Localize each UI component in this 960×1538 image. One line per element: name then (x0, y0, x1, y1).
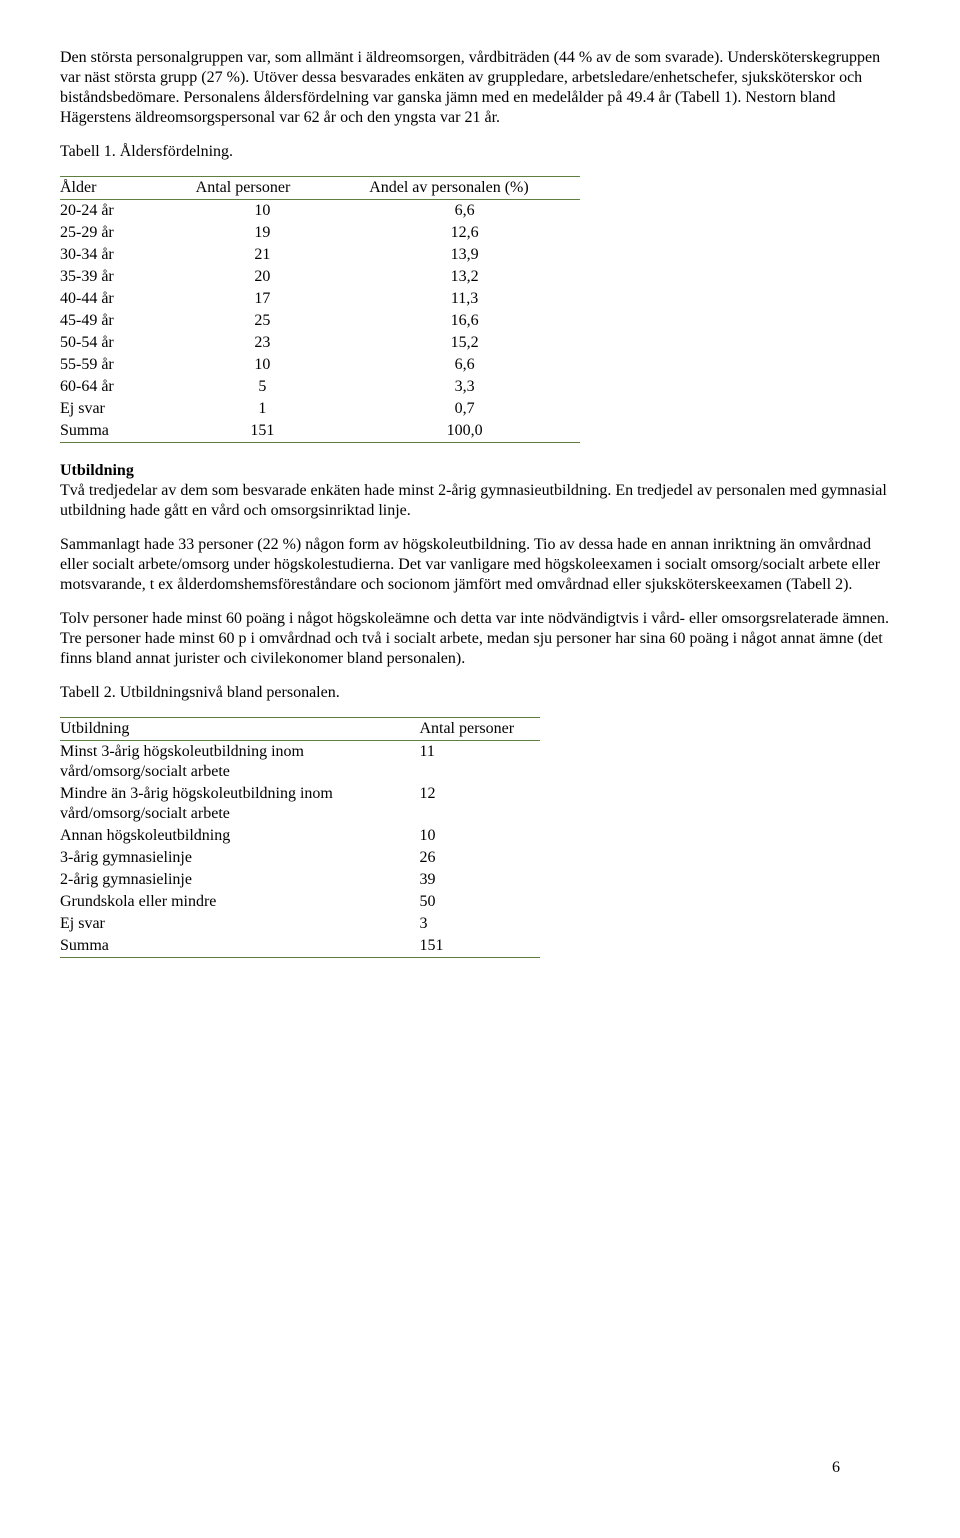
table-cell: 50 (411, 891, 540, 913)
table-cell: 3,3 (349, 376, 580, 398)
table-row: Ej svar10,7 (60, 398, 580, 420)
table1-caption: Tabell 1. Åldersfördelning. (60, 142, 900, 162)
table-cell: 13,9 (349, 244, 580, 266)
table-row: 45-49 år2516,6 (60, 310, 580, 332)
table-cell: 151 (411, 935, 540, 958)
table-row: 30-34 år2113,9 (60, 244, 580, 266)
table-cell: 10 (176, 354, 350, 376)
table-row: Summa151 (60, 935, 540, 958)
age-table: Ålder Antal personer Andel av personalen… (60, 176, 580, 443)
intro-paragraph: Den största personalgruppen var, som all… (60, 48, 900, 128)
table-cell: Minst 3-årig högskoleutbildning inom vår… (60, 741, 411, 784)
table-cell: 12,6 (349, 222, 580, 244)
table-cell: 20-24 år (60, 200, 176, 223)
table-cell: 5 (176, 376, 350, 398)
table-row: Annan högskoleutbildning10 (60, 825, 540, 847)
table-cell: 20 (176, 266, 350, 288)
education-table-col-edu: Utbildning (60, 718, 411, 741)
table-cell: 23 (176, 332, 350, 354)
table-row: 2-årig gymnasielinje39 (60, 869, 540, 891)
age-table-header-row: Ålder Antal personer Andel av personalen… (60, 177, 580, 200)
table-cell: Annan högskoleutbildning (60, 825, 411, 847)
table-row: 55-59 år106,6 (60, 354, 580, 376)
table-cell: 11,3 (349, 288, 580, 310)
table-cell: 17 (176, 288, 350, 310)
table-cell: 40-44 år (60, 288, 176, 310)
table-cell: Summa (60, 935, 411, 958)
table-cell: 21 (176, 244, 350, 266)
table-row: Summa151100,0 (60, 420, 580, 443)
table-cell: Grundskola eller mindre (60, 891, 411, 913)
table-cell: 16,6 (349, 310, 580, 332)
table-row: 40-44 år1711,3 (60, 288, 580, 310)
table-cell: 50-54 år (60, 332, 176, 354)
table-cell: 15,2 (349, 332, 580, 354)
table-cell: 45-49 år (60, 310, 176, 332)
age-table-col-count: Antal personer (176, 177, 350, 200)
table-cell: 100,0 (349, 420, 580, 443)
table-cell: 0,7 (349, 398, 580, 420)
table-cell: 10 (176, 200, 350, 223)
table-cell: 10 (411, 825, 540, 847)
table-cell: 60-64 år (60, 376, 176, 398)
table-cell: 151 (176, 420, 350, 443)
education-table-col-count: Antal personer (411, 718, 540, 741)
table-row: 50-54 år2315,2 (60, 332, 580, 354)
table-cell: 13,2 (349, 266, 580, 288)
table-row: 20-24 år106,6 (60, 200, 580, 223)
table-cell: 55-59 år (60, 354, 176, 376)
table-cell: 35-39 år (60, 266, 176, 288)
table-cell: 12 (411, 783, 540, 825)
table-cell: 6,6 (349, 354, 580, 376)
age-table-col-percent: Andel av personalen (%) (349, 177, 580, 200)
utbildning-text-1: Två tredjedelar av dem som besvarade enk… (60, 482, 887, 519)
table-cell: 6,6 (349, 200, 580, 223)
age-table-col-age: Ålder (60, 177, 176, 200)
education-table: Utbildning Antal personer Minst 3-årig h… (60, 717, 540, 958)
table-row: Ej svar3 (60, 913, 540, 935)
table-cell: 19 (176, 222, 350, 244)
table-cell: 2-årig gymnasielinje (60, 869, 411, 891)
table-row: 25-29 år1912,6 (60, 222, 580, 244)
table-cell: 3-årig gymnasielinje (60, 847, 411, 869)
table-cell: Ej svar (60, 913, 411, 935)
table-cell: 26 (411, 847, 540, 869)
utbildning-paragraph-3: Tolv personer hade minst 60 poäng i någo… (60, 609, 900, 669)
table-cell: 25-29 år (60, 222, 176, 244)
table-cell: Ej svar (60, 398, 176, 420)
table-cell: 11 (411, 741, 540, 784)
table-cell: 1 (176, 398, 350, 420)
utbildning-paragraph-1: Utbildning Två tredjedelar av dem som be… (60, 461, 900, 521)
education-table-header-row: Utbildning Antal personer (60, 718, 540, 741)
table-cell: 39 (411, 869, 540, 891)
utbildning-paragraph-2: Sammanlagt hade 33 personer (22 %) någon… (60, 535, 900, 595)
table-row: 60-64 år53,3 (60, 376, 580, 398)
table-row: 3-årig gymnasielinje26 (60, 847, 540, 869)
table-row: Grundskola eller mindre50 (60, 891, 540, 913)
table-row: Minst 3-årig högskoleutbildning inom vår… (60, 741, 540, 784)
table-row: Mindre än 3-årig högskoleutbildning inom… (60, 783, 540, 825)
table-cell: 3 (411, 913, 540, 935)
table2-caption: Tabell 2. Utbildningsnivå bland personal… (60, 683, 900, 703)
table-cell: Summa (60, 420, 176, 443)
table-cell: 30-34 år (60, 244, 176, 266)
table-cell: 25 (176, 310, 350, 332)
table-cell: Mindre än 3-årig högskoleutbildning inom… (60, 783, 411, 825)
table-row: 35-39 år2013,2 (60, 266, 580, 288)
utbildning-heading: Utbildning (60, 462, 134, 479)
page-number: 6 (832, 1458, 840, 1478)
